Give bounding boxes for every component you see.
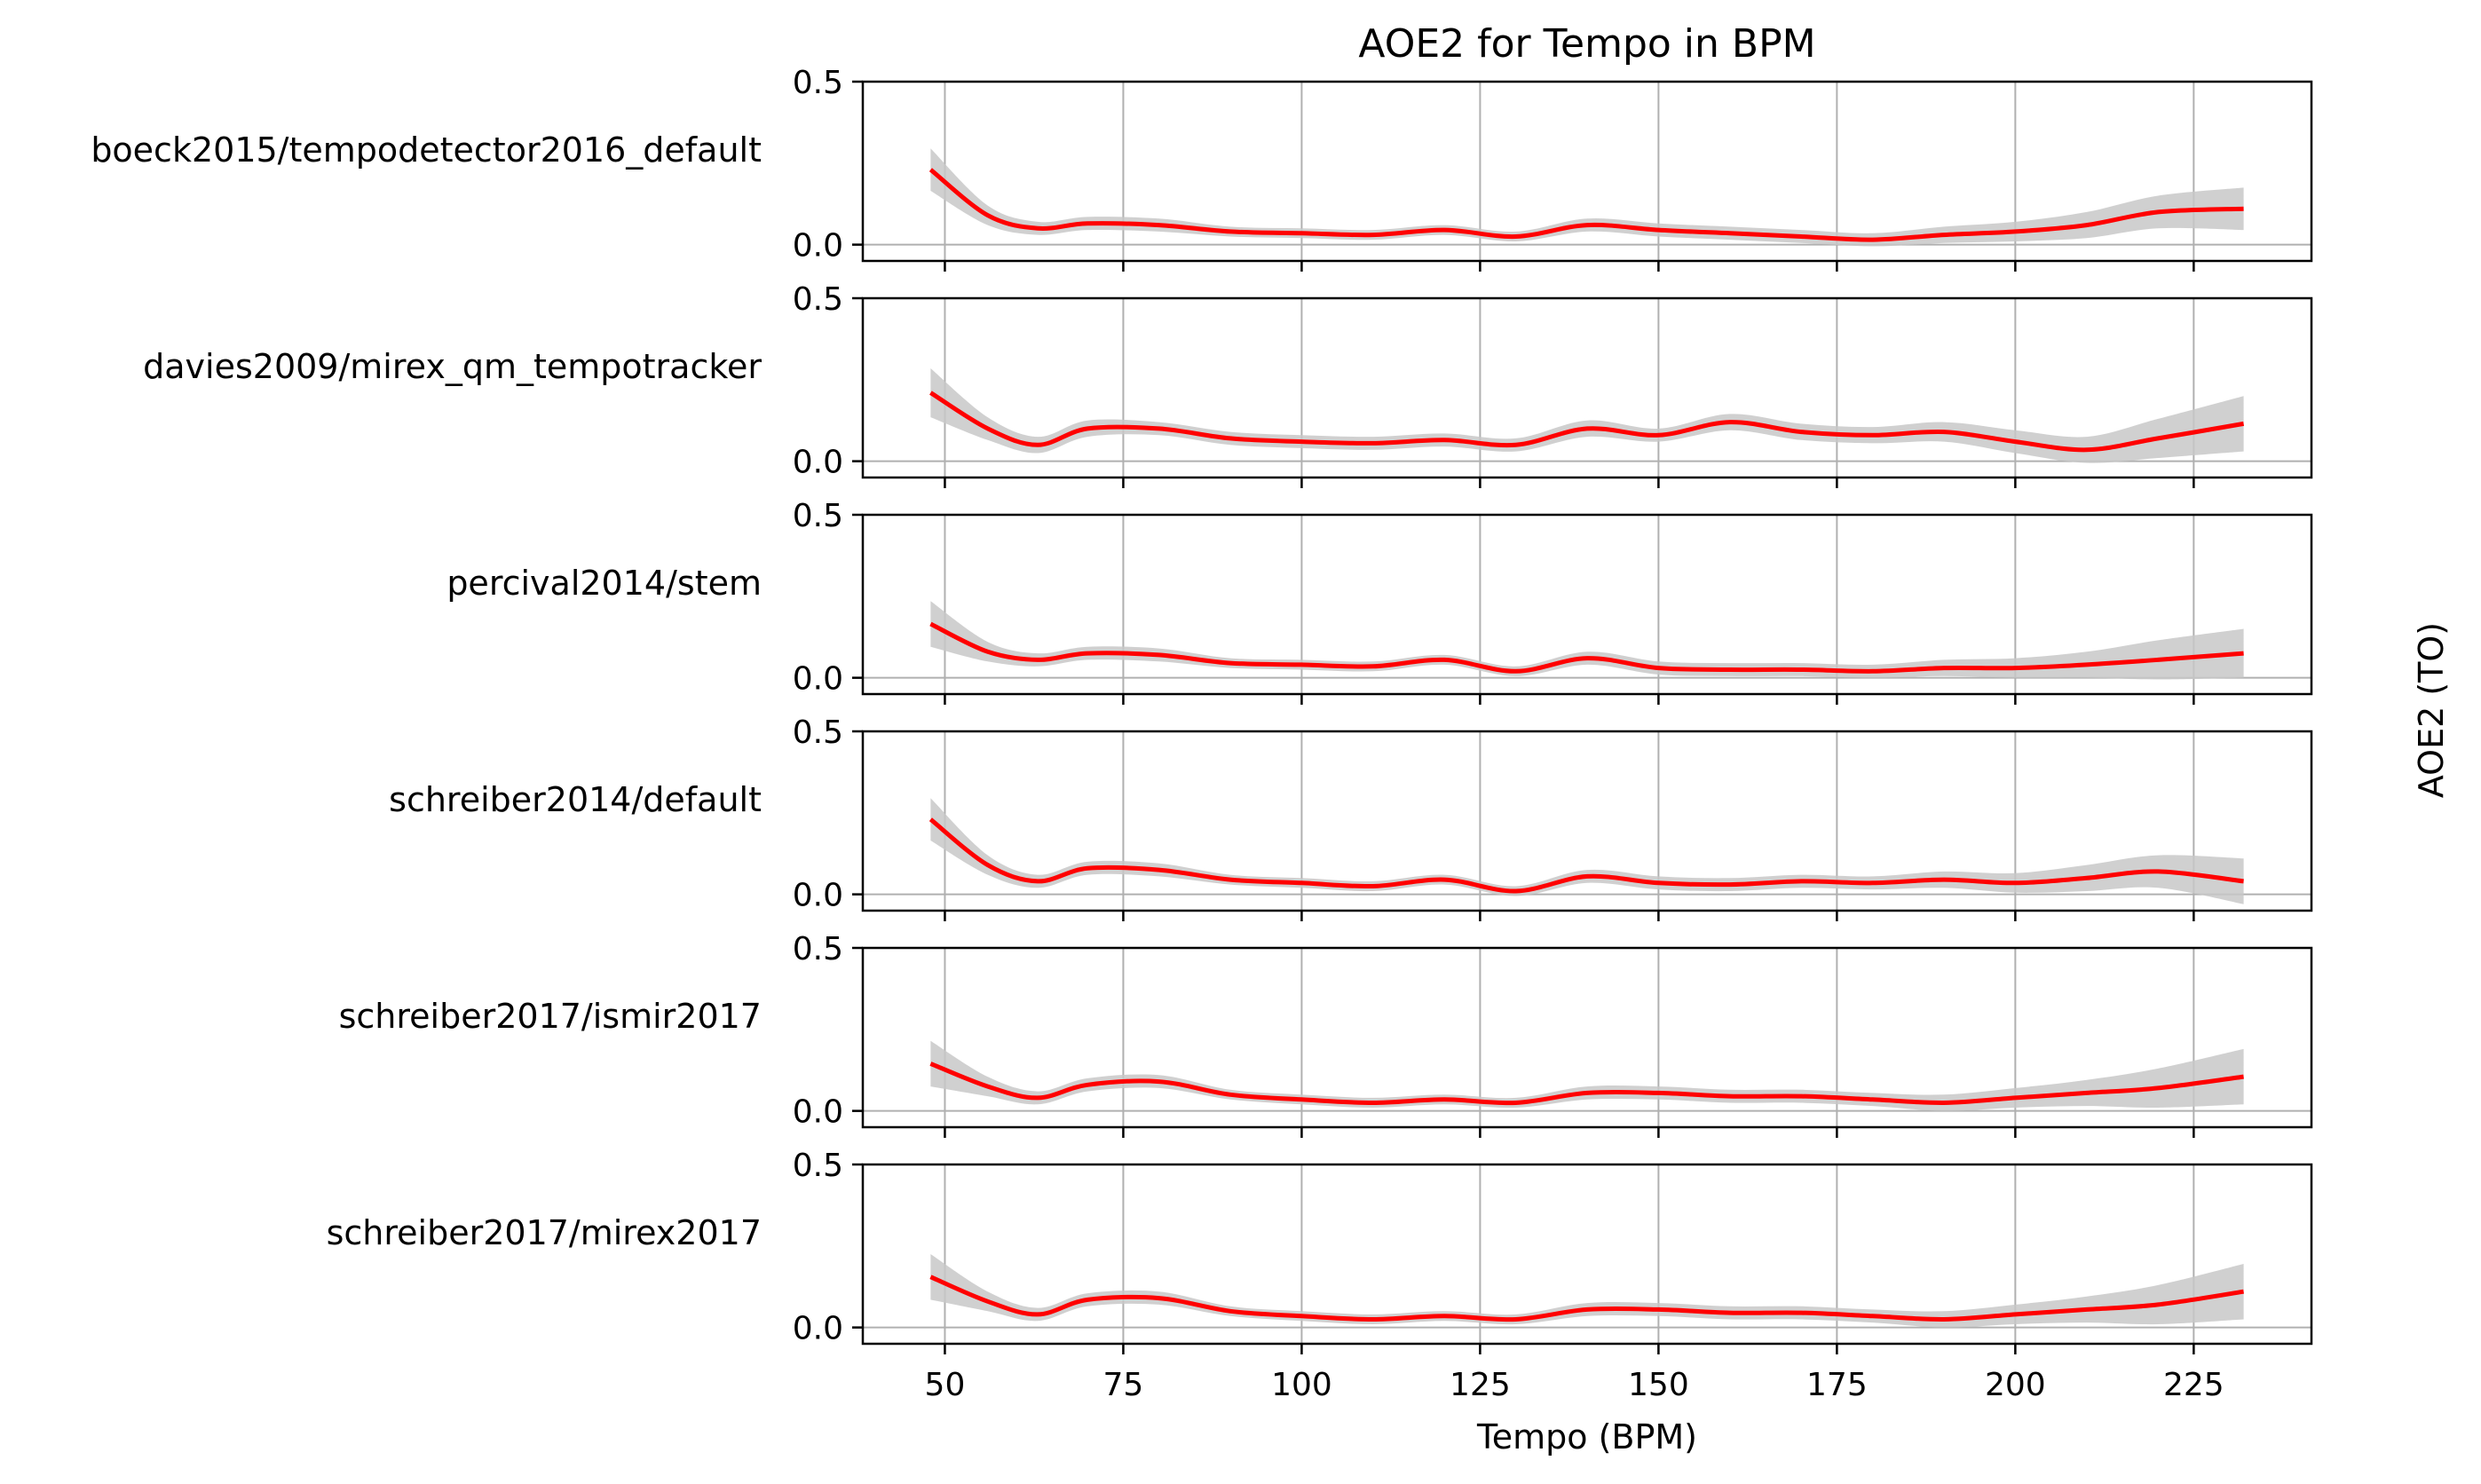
- panel-frame: [861, 296, 2313, 479]
- x-tick-label: 50: [925, 1367, 966, 1403]
- series-band: [930, 601, 2244, 680]
- panel-frame: [861, 1163, 2313, 1346]
- y-tick-label: 0.0: [793, 1094, 843, 1131]
- y-tick-label: 0.5: [793, 931, 843, 967]
- panel-frame: [861, 513, 2313, 696]
- x-tick-label: 225: [2163, 1367, 2224, 1403]
- y-tick-label: 0.0: [793, 878, 843, 914]
- x-tick-label: 75: [1103, 1367, 1144, 1403]
- panel-6: 0.0 0.5 50 75 100 125 150 175 200 225 schreiber201…: [327, 1148, 2313, 1403]
- series-band: [930, 1040, 2244, 1111]
- panel-4: 0.0 0.5 schreiber2014/default: [389, 714, 2313, 921]
- series-band: [930, 1254, 2244, 1328]
- x-axis-title: Tempo (BPM): [1476, 1417, 1697, 1456]
- series-line: [929, 391, 2245, 453]
- x-tick-label: 150: [1628, 1367, 1689, 1403]
- panel-2: 0.0 0.5 davies2009/mirex_qm_tempotracker: [143, 281, 2313, 488]
- x-tick-label: 175: [1806, 1367, 1868, 1403]
- series-line: [928, 168, 2244, 242]
- y-tick-label: 0.0: [793, 445, 843, 481]
- y-tick-label: 0.5: [793, 498, 843, 534]
- panel-frame: [861, 730, 2313, 912]
- y-tick-label: 0.5: [793, 65, 843, 101]
- x-tick-label: 200: [1985, 1367, 2046, 1403]
- y-tick-label: 0.0: [793, 1311, 843, 1347]
- y-axis-title: AOE2 (TO): [2412, 622, 2451, 798]
- chart-title: AOE2 for Tempo in BPM: [1358, 21, 1815, 67]
- panel-frame: [861, 80, 2313, 263]
- series-label: schreiber2017/ismir2017: [339, 997, 762, 1036]
- y-tick-label: 0.5: [793, 281, 843, 318]
- series-band: [930, 798, 2244, 904]
- series-label: schreiber2017/mirex2017: [327, 1213, 762, 1252]
- series-line: [929, 621, 2244, 674]
- panel-frame: [861, 946, 2313, 1129]
- panel-5: 0.0 0.5 schreiber2017/ismir2017: [339, 931, 2313, 1138]
- y-tick-label: 0.0: [793, 228, 843, 264]
- series-label: davies2009/mirex_qm_tempotracker: [143, 347, 762, 386]
- series-label: boeck2015/tempodetector2016_default: [91, 130, 762, 170]
- panel-3: 0.0 0.5 percival2014/stem: [446, 498, 2313, 705]
- series-label: schreiber2014/default: [389, 780, 762, 819]
- series-label: percival2014/stem: [446, 564, 762, 603]
- y-tick-label: 0.0: [793, 661, 843, 698]
- x-tick-label: 125: [1450, 1367, 1511, 1403]
- series-band: [930, 148, 2244, 247]
- y-tick-label: 0.5: [793, 714, 843, 751]
- panel-1: 0.0 0.5 boeck2015/tempodetector2016_defaul…: [91, 65, 2313, 272]
- y-tick-label: 0.5: [793, 1148, 843, 1184]
- series-line: [928, 817, 2244, 894]
- x-tick-label: 100: [1271, 1367, 1332, 1403]
- series-line: [929, 1275, 2244, 1322]
- series-line: [929, 1062, 2244, 1106]
- series-band: [930, 368, 2244, 463]
- chart-panels: 0.0 0.5 boeck2015/tempodetector2016_defaul…: [91, 65, 2313, 1403]
